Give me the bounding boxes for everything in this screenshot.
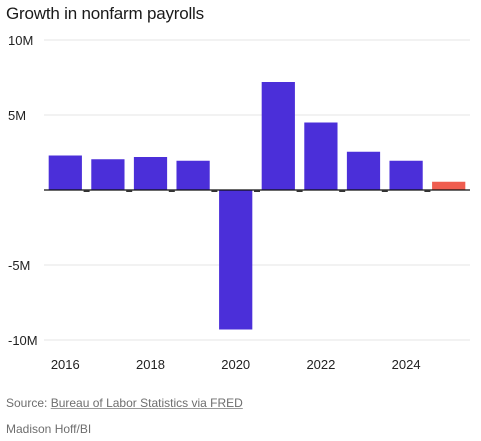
chart-title: Growth in nonfarm payrolls — [6, 4, 204, 23]
y-tick-label: -10M — [8, 333, 38, 348]
bar-2024 — [389, 160, 423, 190]
x-tick-label: 2016 — [51, 357, 80, 372]
x-tick-label: 2022 — [306, 357, 335, 372]
bar-2023 — [346, 151, 381, 190]
bar-2022 — [304, 122, 338, 190]
bar-2025 — [432, 181, 466, 190]
source-link[interactable]: Bureau of Labor Statistics via FRED — [50, 396, 243, 410]
bar-2017 — [91, 159, 125, 190]
credit-line: Madison Hoff/BI — [6, 422, 92, 436]
payrolls-bar-chart: 10M 5M -5M -10M 2016 2018 2020 2022 2024 — [8, 33, 470, 372]
bar-2019 — [176, 160, 210, 190]
x-tick-label: 2024 — [392, 357, 421, 372]
source-prefix: Source: — [6, 396, 51, 410]
x-tick-label: 2018 — [136, 357, 165, 372]
source-line: Source: Bureau of Labor Statistics via F… — [6, 396, 243, 410]
bar-2018 — [133, 157, 168, 190]
y-tick-label: 10M — [8, 33, 33, 48]
bar-2020 — [219, 190, 253, 330]
y-tick-label: -5M — [8, 258, 30, 273]
x-tick-label: 2020 — [221, 357, 250, 372]
y-tick-label: 5M — [8, 108, 26, 123]
bar-2016 — [48, 155, 82, 190]
bar-2021 — [261, 82, 295, 190]
